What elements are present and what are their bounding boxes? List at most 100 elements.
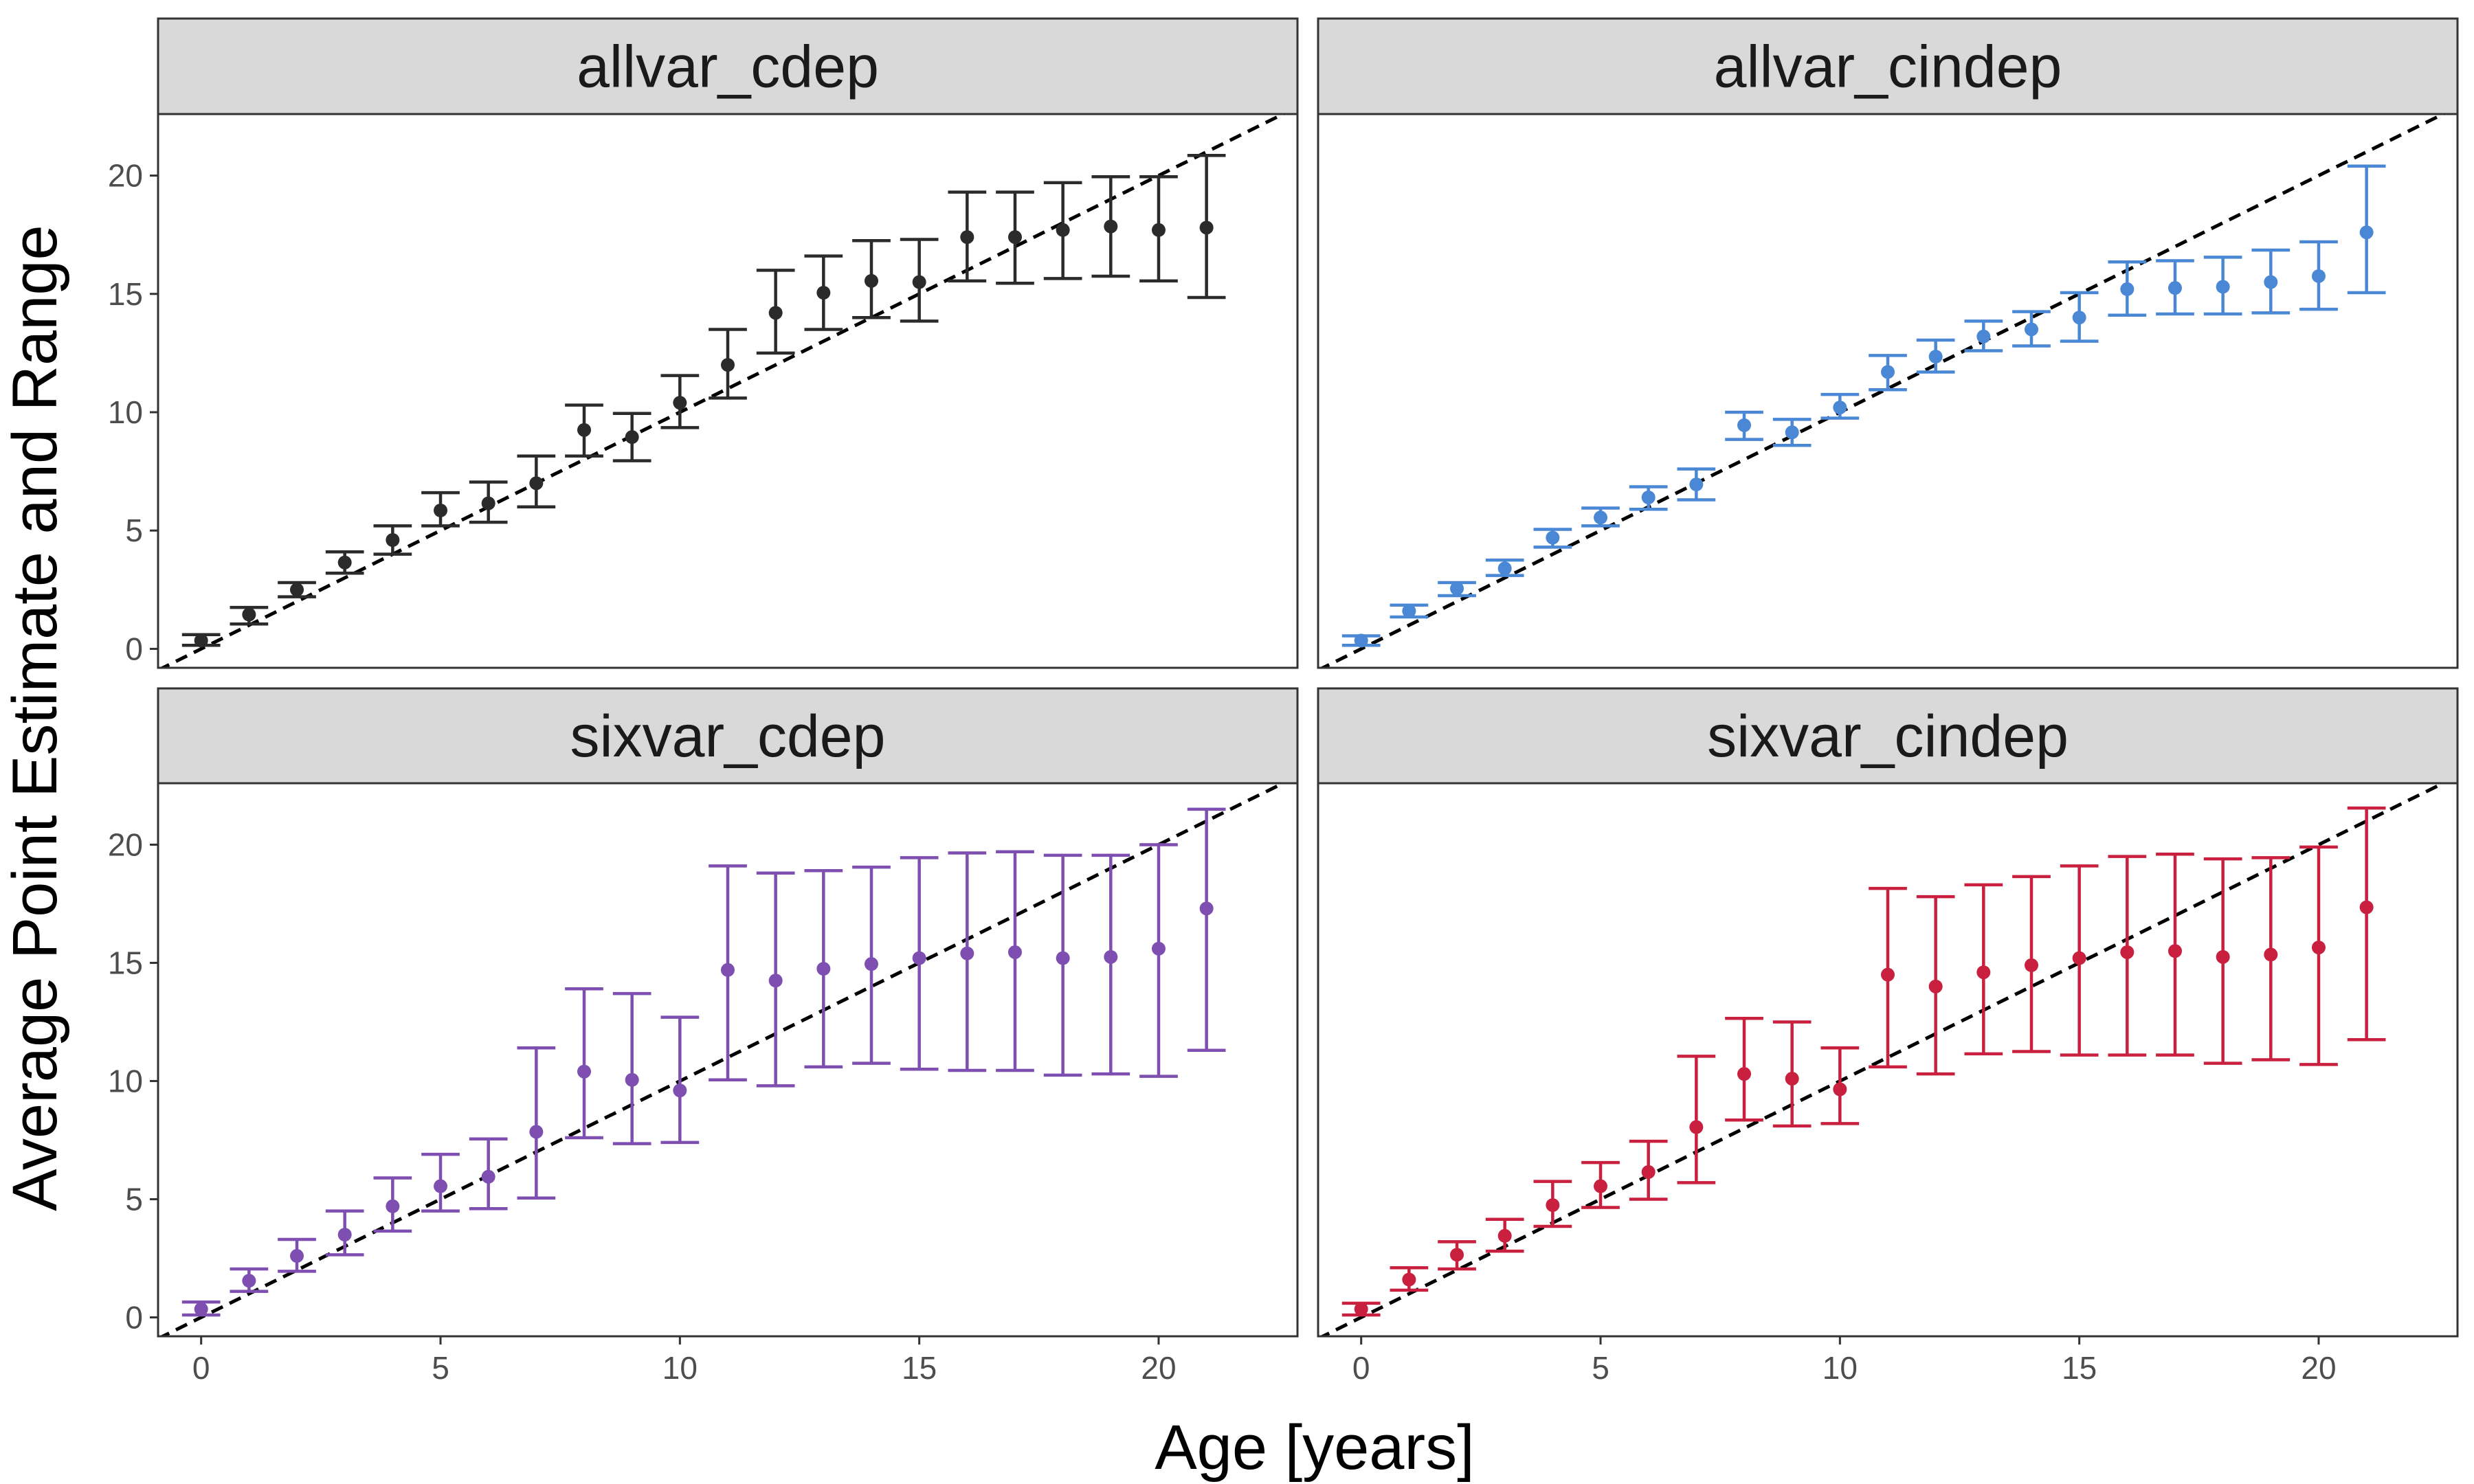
data-point <box>2120 282 2135 296</box>
plot-marks <box>1319 783 2447 1336</box>
error-bar <box>1916 338 1955 374</box>
data-point <box>2216 949 2230 964</box>
error-bar <box>1916 895 1955 1076</box>
error-bar <box>852 239 891 319</box>
error-bar <box>2156 259 2194 316</box>
error-bar <box>612 412 651 462</box>
error-bar <box>948 851 987 1072</box>
reference-line <box>159 783 1287 1336</box>
panel-border <box>157 113 1299 669</box>
x-tick-label: 0 <box>1352 1350 1370 1386</box>
data-point <box>386 533 400 547</box>
plot-marks <box>159 783 1287 1336</box>
x-tick-label: 15 <box>2062 1350 2097 1386</box>
x-tick-label: 10 <box>1823 1350 1858 1386</box>
data-point <box>2264 275 2278 289</box>
data-point <box>1785 425 1799 440</box>
error-bar <box>230 605 269 626</box>
data-point <box>242 1274 256 1288</box>
error-bar <box>709 328 747 400</box>
error-bar <box>325 1209 364 1257</box>
error-bar <box>1581 506 1620 528</box>
data-point <box>290 583 304 597</box>
data-point <box>337 1228 352 1242</box>
error-bar <box>996 850 1034 1072</box>
error-bar <box>1725 1017 1763 1122</box>
error-bar <box>517 454 556 509</box>
data-point <box>194 633 208 648</box>
data-point <box>1450 1248 1464 1262</box>
data-point <box>768 974 783 988</box>
error-bar <box>278 1237 316 1273</box>
facet-title: sixvar_cindep <box>1707 704 2069 769</box>
facet-strip <box>157 17 1299 115</box>
data-point <box>1881 365 1895 379</box>
data-point <box>864 273 878 288</box>
y-tick-label: 15 <box>108 945 143 980</box>
plot-marks <box>1319 114 2447 668</box>
error-bar <box>804 254 843 331</box>
y-axis-title: Average Point Estimate and Range <box>0 225 70 1211</box>
error-bar <box>230 1267 269 1293</box>
data-point <box>1199 221 1214 235</box>
error-bar <box>996 190 1034 285</box>
error-bar <box>660 1015 700 1145</box>
x-tick-label: 20 <box>2301 1350 2336 1386</box>
reference-line <box>1319 114 2447 668</box>
data-point <box>2359 900 2374 914</box>
error-bar <box>278 581 316 598</box>
error-bar <box>1390 1266 1429 1292</box>
data-point <box>529 476 544 491</box>
data-point <box>912 275 926 289</box>
panel-allvar_cindep: allvar_cindep <box>1317 17 2459 669</box>
data-point <box>2167 281 2182 295</box>
data-point <box>481 496 495 510</box>
error-bar <box>1772 418 1812 447</box>
plot-marks <box>159 114 1287 668</box>
data-point <box>1641 491 1656 504</box>
data-point <box>721 963 735 977</box>
error-bar <box>1139 175 1178 283</box>
data-point <box>1151 941 1166 956</box>
data-point <box>1546 530 1560 545</box>
error-bar <box>2108 855 2147 1057</box>
data-point <box>2216 280 2230 294</box>
data-point <box>2311 941 2326 955</box>
data-point <box>1546 1198 1560 1213</box>
data-point <box>1056 951 1070 965</box>
data-point <box>625 1072 639 1087</box>
error-bar <box>469 480 508 524</box>
x-tick-label: 5 <box>432 1350 449 1386</box>
error-bar <box>1677 1055 1716 1184</box>
data-point <box>1007 230 1022 245</box>
data-point <box>2264 947 2278 962</box>
data-point <box>1785 1072 1799 1086</box>
facet-title: allvar_cdep <box>577 34 879 100</box>
panel-sixvar_cindep: sixvar_cindep 0 5 10 15 20 <box>1317 687 2459 1386</box>
data-point <box>577 423 592 437</box>
error-bar <box>421 1152 460 1213</box>
data-point <box>386 1199 400 1213</box>
error-bar <box>1533 1180 1572 1228</box>
facet-strip <box>1317 687 2459 785</box>
error-bar <box>900 856 939 1071</box>
data-point <box>1402 1272 1416 1287</box>
error-bar <box>325 550 364 575</box>
data-point <box>1928 979 1943 993</box>
error-bar <box>1438 1240 1476 1271</box>
error-bar <box>1187 807 1226 1052</box>
data-point <box>768 306 783 320</box>
y-tick-label: 15 <box>108 276 143 312</box>
data-point <box>1833 1082 1847 1097</box>
x-tick-label: 10 <box>662 1350 698 1386</box>
error-bar <box>1725 410 1763 441</box>
error-bar <box>1438 581 1476 598</box>
data-point <box>2311 269 2326 283</box>
error-bar <box>1485 1217 1524 1253</box>
error-bar <box>181 1300 221 1317</box>
data-point <box>2120 945 2135 959</box>
y-tick-label: 10 <box>108 1063 143 1099</box>
data-point <box>1104 219 1118 234</box>
error-bar <box>660 374 700 429</box>
